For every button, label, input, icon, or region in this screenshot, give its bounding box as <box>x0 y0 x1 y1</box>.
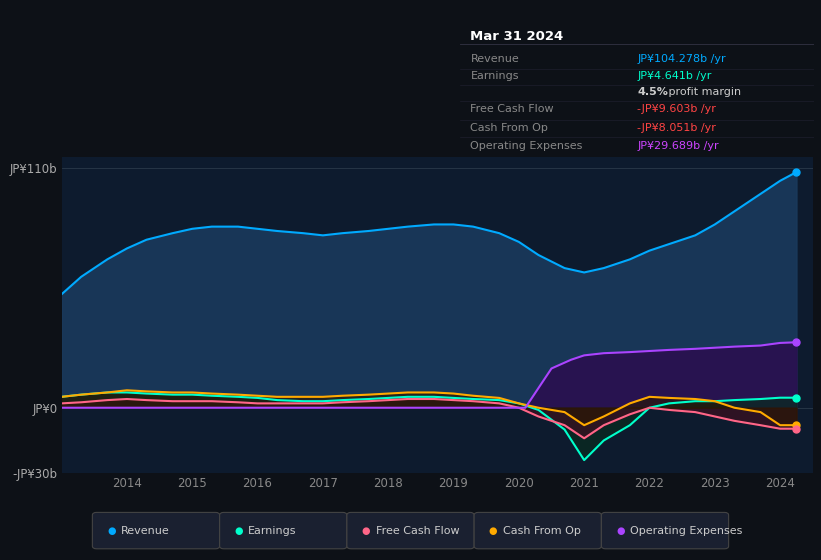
Text: ●: ● <box>361 526 370 535</box>
Text: profit margin: profit margin <box>666 87 741 97</box>
Text: Earnings: Earnings <box>470 71 519 81</box>
Text: Cash From Op: Cash From Op <box>503 526 580 535</box>
Text: Earnings: Earnings <box>248 526 297 535</box>
Text: Mar 31 2024: Mar 31 2024 <box>470 30 564 43</box>
Text: Cash From Op: Cash From Op <box>470 123 548 133</box>
Text: ●: ● <box>488 526 498 535</box>
Text: Operating Expenses: Operating Expenses <box>631 526 742 535</box>
Text: JP¥29.689b /yr: JP¥29.689b /yr <box>637 141 718 151</box>
Text: -JP¥8.051b /yr: -JP¥8.051b /yr <box>637 123 716 133</box>
Text: JP¥104.278b /yr: JP¥104.278b /yr <box>637 54 726 64</box>
Text: ●: ● <box>616 526 625 535</box>
Text: ●: ● <box>107 526 116 535</box>
Text: ●: ● <box>234 526 243 535</box>
Text: Revenue: Revenue <box>122 526 170 535</box>
Text: Operating Expenses: Operating Expenses <box>470 141 583 151</box>
Text: Free Cash Flow: Free Cash Flow <box>376 526 459 535</box>
Text: -JP¥9.603b /yr: -JP¥9.603b /yr <box>637 104 716 114</box>
Text: Revenue: Revenue <box>470 54 519 64</box>
Text: 4.5%: 4.5% <box>637 87 668 97</box>
Text: JP¥4.641b /yr: JP¥4.641b /yr <box>637 71 712 81</box>
Text: Free Cash Flow: Free Cash Flow <box>470 104 554 114</box>
